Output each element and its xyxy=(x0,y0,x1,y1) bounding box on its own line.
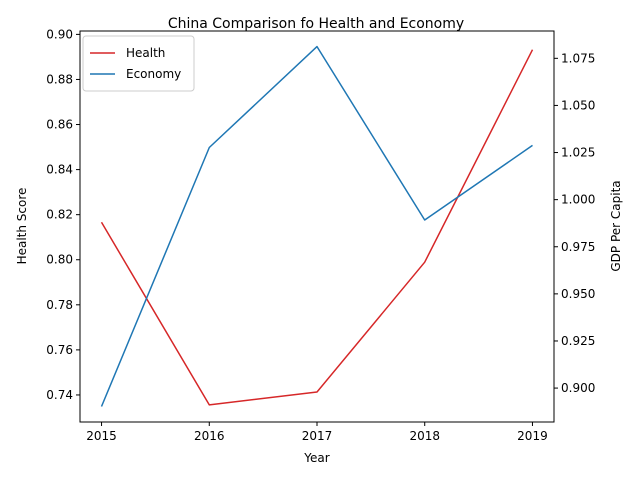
right-tick-label: 0.900 xyxy=(561,381,595,395)
left-tick-label: 0.88 xyxy=(46,72,73,86)
legend-health-label: Health xyxy=(126,46,165,60)
x-tick-label: 2019 xyxy=(517,429,548,443)
series-line-economy xyxy=(100,45,533,407)
series-line-health xyxy=(100,49,534,406)
right-tick-label: 1.000 xyxy=(561,193,595,207)
left-tick-label: 0.78 xyxy=(46,298,73,312)
x-tick-label: 2015 xyxy=(86,429,117,443)
left-tick-label: 0.76 xyxy=(46,343,73,357)
left-tick-label: 0.82 xyxy=(46,208,73,222)
right-tick-label: 0.925 xyxy=(561,334,595,348)
x-tick-label: 2018 xyxy=(409,429,440,443)
x-tick-label: 2016 xyxy=(194,429,225,443)
left-tick-label: 0.86 xyxy=(46,118,73,132)
legend: Health Economy xyxy=(82,35,195,92)
left-tick-label: 0.74 xyxy=(46,388,73,402)
right-tick-label: 1.050 xyxy=(561,98,595,112)
right-tick-label: 0.975 xyxy=(561,240,595,254)
left-axis-label: Health Score xyxy=(15,188,29,265)
right-axis-label: GDP Per Capita xyxy=(609,180,623,271)
right-tick-label: 1.075 xyxy=(561,51,595,65)
x-axis-label: Year xyxy=(303,451,329,465)
right-tick-label: 0.950 xyxy=(561,287,595,301)
chart-title: China Comparison fo Health and Economy xyxy=(168,16,464,32)
left-tick-label: 0.80 xyxy=(46,253,73,267)
legend-box xyxy=(82,35,195,92)
legend-economy-label: Economy xyxy=(126,67,181,81)
left-tick-label: 0.84 xyxy=(46,163,73,177)
right-tick-label: 1.025 xyxy=(561,146,595,160)
plot-area xyxy=(100,45,534,407)
x-tick-label: 2017 xyxy=(302,429,333,443)
left-tick-label: 0.90 xyxy=(46,27,73,41)
